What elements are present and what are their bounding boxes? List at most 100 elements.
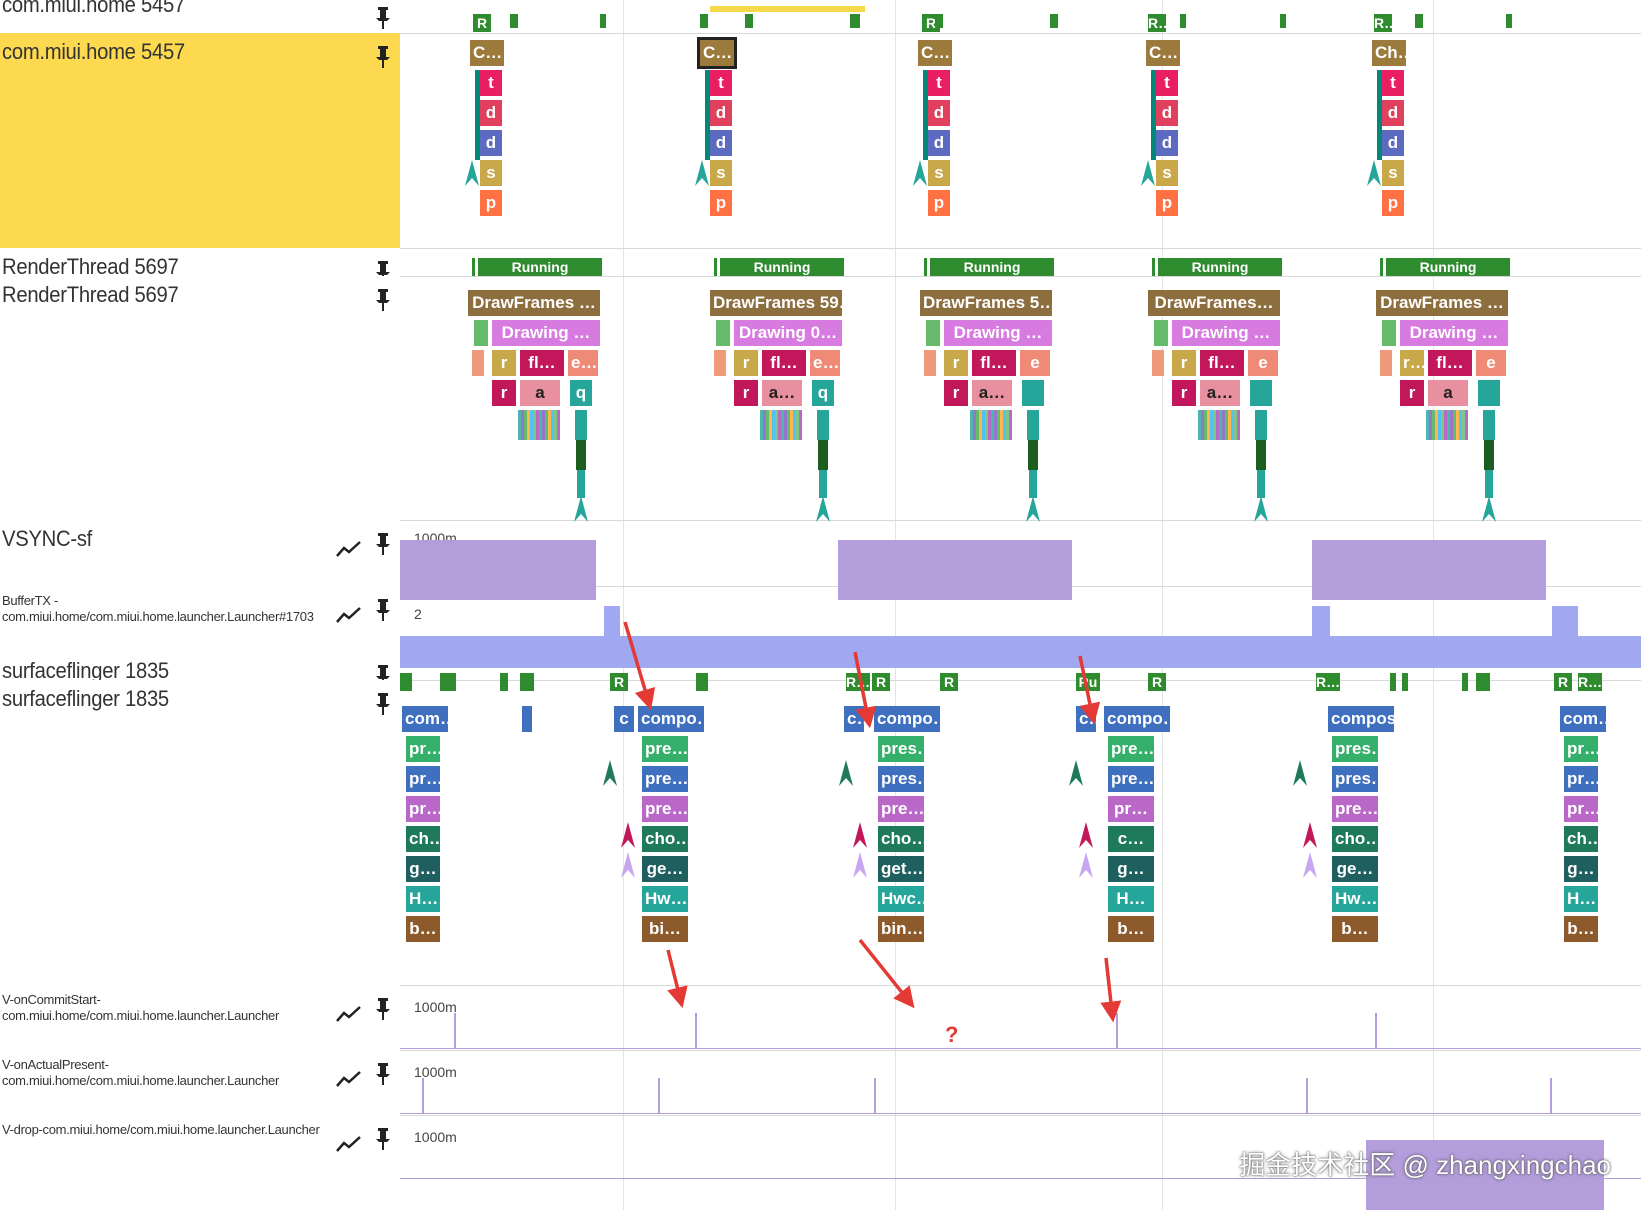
surfaceflinger-slice[interactable]: pres… <box>878 766 924 792</box>
surfaceflinger-slice[interactable]: pr… <box>406 736 440 762</box>
thread-state[interactable]: R… <box>1578 673 1602 691</box>
surfaceflinger-slice[interactable]: g… <box>1564 856 1598 882</box>
surfaceflinger-slice[interactable]: bin… <box>878 916 924 942</box>
surfaceflinger-slice[interactable]: pr… <box>1564 766 1598 792</box>
pin-icon[interactable] <box>374 1127 392 1151</box>
main-thread-slice[interactable]: C… <box>918 40 952 66</box>
renderthread-slice[interactable]: a <box>520 380 560 406</box>
thread-state[interactable]: Running <box>1158 258 1282 276</box>
main-thread-slice[interactable]: p <box>928 190 950 216</box>
main-thread-slice[interactable]: C… <box>1146 40 1180 66</box>
surfaceflinger-slice[interactable]: b… <box>1332 916 1378 942</box>
main-thread-slice[interactable]: d <box>480 130 502 156</box>
trend-chart-icon[interactable] <box>336 1005 362 1023</box>
thread-state[interactable]: R <box>1148 673 1166 691</box>
renderthread-slice[interactable]: r <box>1172 350 1196 376</box>
surfaceflinger-slice[interactable]: ch… <box>406 826 440 852</box>
surfaceflinger-slice[interactable]: pres… <box>878 736 924 762</box>
renderthread-slice[interactable]: e <box>1476 350 1506 376</box>
renderthread-slice[interactable]: e… <box>568 350 598 376</box>
track-present[interactable]: V-onActualPresent-com.miui.home/com.miui… <box>0 1050 400 1116</box>
pin-icon[interactable] <box>374 598 392 622</box>
renderthread-slice[interactable] <box>1250 380 1272 406</box>
renderthread-slice[interactable]: r <box>734 380 758 406</box>
surfaceflinger-slice[interactable]: pres… <box>1332 736 1378 762</box>
pin-icon[interactable] <box>374 664 392 681</box>
thread-state[interactable]: R… <box>1148 14 1166 32</box>
surfaceflinger-slice[interactable]: pre… <box>642 766 688 792</box>
main-thread-slice[interactable]: s <box>480 160 502 186</box>
track-rt[interactable]: RenderThread 5697 <box>0 276 400 521</box>
timeline-area[interactable]: RRR…R…C…tddspC…tddspC…tddspC…tddspCh…tdd… <box>400 0 1641 1210</box>
main-thread-slice[interactable]: p <box>1382 190 1404 216</box>
surfaceflinger-slice[interactable]: b… <box>1108 916 1154 942</box>
renderthread-slice[interactable] <box>1022 380 1044 406</box>
main-thread-slice[interactable]: d <box>1156 100 1178 126</box>
renderthread-slice[interactable]: r <box>492 350 516 376</box>
main-thread-slice[interactable]: d <box>1382 100 1404 126</box>
renderthread-slice[interactable]: Drawing … <box>944 320 1052 346</box>
pin-icon[interactable] <box>374 288 392 312</box>
thread-state[interactable]: Running <box>1386 258 1510 276</box>
surfaceflinger-slice[interactable]: pres… <box>1332 766 1378 792</box>
main-thread-slice[interactable]: Ch… <box>1372 40 1406 66</box>
thread-state[interactable]: Ru <box>1076 673 1100 691</box>
track-buffertx[interactable]: BufferTX - com.miui.home/com.miui.home.l… <box>0 586 400 653</box>
surfaceflinger-slice[interactable]: cho… <box>878 826 924 852</box>
pin-icon[interactable] <box>374 260 392 277</box>
surfaceflinger-slice[interactable]: ch… <box>1564 826 1598 852</box>
surfaceflinger-slice[interactable]: pr… <box>1564 736 1598 762</box>
renderthread-slice[interactable]: fl… <box>762 350 806 376</box>
surfaceflinger-slice[interactable]: ge… <box>1332 856 1378 882</box>
renderthread-slice[interactable]: DrawFrames … <box>468 290 600 316</box>
surfaceflinger-slice[interactable]: com… <box>1560 706 1606 732</box>
surfaceflinger-slice[interactable]: pre… <box>642 736 688 762</box>
main-thread-slice[interactable]: p <box>1156 190 1178 216</box>
main-thread-slice[interactable]: t <box>710 70 732 96</box>
renderthread-slice[interactable]: DrawFrames… <box>1148 290 1280 316</box>
main-thread-slice[interactable]: t <box>1382 70 1404 96</box>
main-thread-slice[interactable]: t <box>928 70 950 96</box>
thread-state[interactable]: R <box>872 673 890 691</box>
surfaceflinger-slice[interactable]: com… <box>402 706 448 732</box>
main-thread-slice[interactable]: s <box>1382 160 1404 186</box>
surfaceflinger-slice[interactable]: ge… <box>642 856 688 882</box>
renderthread-slice[interactable]: a… <box>972 380 1012 406</box>
renderthread-slice[interactable]: fl… <box>520 350 564 376</box>
trend-chart-icon[interactable] <box>336 540 362 558</box>
surfaceflinger-slice[interactable]: pr… <box>406 766 440 792</box>
main-thread-slice[interactable]: s <box>1156 160 1178 186</box>
surfaceflinger-slice[interactable]: g… <box>1108 856 1154 882</box>
trend-chart-icon[interactable] <box>336 1070 362 1088</box>
renderthread-slice[interactable]: Drawing 0… <box>734 320 842 346</box>
track-main[interactable]: com.miui.home 5457 <box>0 33 400 249</box>
renderthread-slice[interactable]: r <box>1400 380 1424 406</box>
renderthread-slice[interactable]: q <box>812 380 834 406</box>
main-thread-slice[interactable]: d <box>480 100 502 126</box>
main-thread-slice[interactable]: p <box>480 190 502 216</box>
surfaceflinger-slice[interactable]: bi… <box>642 916 688 942</box>
renderthread-slice[interactable]: r… <box>1400 350 1424 376</box>
pin-icon[interactable] <box>374 532 392 556</box>
main-thread-slice[interactable]: s <box>710 160 732 186</box>
main-thread-slice[interactable]: d <box>710 130 732 156</box>
trend-chart-icon[interactable] <box>336 1135 362 1153</box>
surfaceflinger-slice[interactable]: Hw… <box>1332 886 1378 912</box>
renderthread-slice[interactable]: r <box>492 380 516 406</box>
pin-icon[interactable] <box>374 1062 392 1086</box>
thread-state[interactable]: R… <box>1374 14 1392 32</box>
surfaceflinger-slice[interactable]: c <box>614 706 634 732</box>
surfaceflinger-slice[interactable]: g… <box>406 856 440 882</box>
renderthread-slice[interactable]: DrawFrames 59… <box>710 290 842 316</box>
surfaceflinger-slice[interactable]: compo… <box>1104 706 1170 732</box>
track-header[interactable]: com.miui.home 5457 <box>0 0 400 34</box>
renderthread-slice[interactable]: e… <box>810 350 840 376</box>
thread-state[interactable]: R <box>940 673 958 691</box>
main-thread-slice[interactable]: C… <box>697 37 737 69</box>
surfaceflinger-slice[interactable]: pr… <box>1108 796 1154 822</box>
surfaceflinger-slice[interactable]: H… <box>406 886 440 912</box>
track-vsync[interactable]: VSYNC-sf <box>0 520 400 587</box>
renderthread-slice[interactable]: fl… <box>1428 350 1472 376</box>
renderthread-slice[interactable]: DrawFrames … <box>1376 290 1508 316</box>
trend-chart-icon[interactable] <box>336 606 362 624</box>
